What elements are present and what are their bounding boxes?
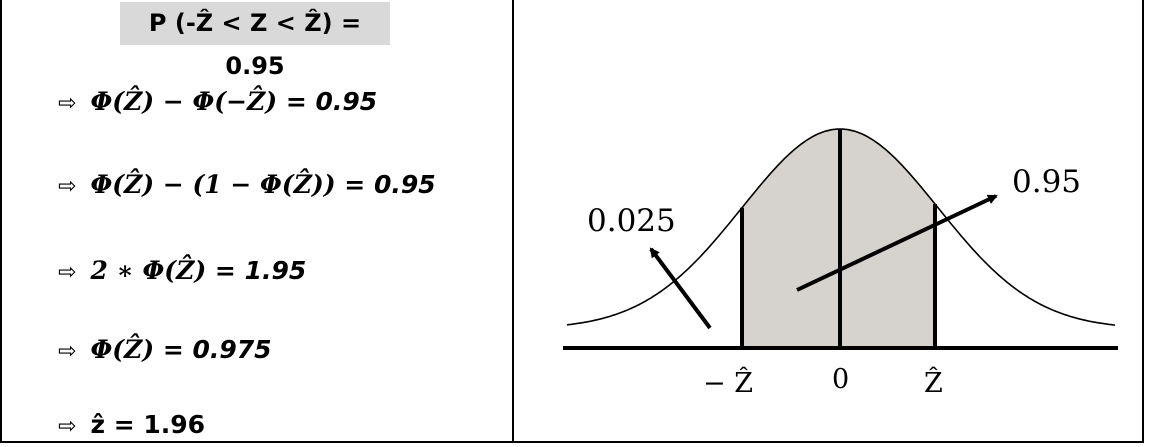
implies-arrow-icon: ⇨ xyxy=(58,91,77,116)
step-value: 0.95 xyxy=(373,170,436,199)
step-value: 0.95 xyxy=(315,87,378,116)
equals-sign: = xyxy=(335,170,374,199)
step-expression: Φ(Ẑ) − (1 − Φ(Ẑ)) xyxy=(90,170,336,199)
tail-probability-label: 0.025 xyxy=(587,203,676,239)
table-border-middle xyxy=(512,0,514,443)
step-expression: Φ(Ẑ) − Φ(−Ẑ) xyxy=(90,87,278,116)
step-value: 0.975 xyxy=(192,335,272,364)
center-probability-label: 0.95 xyxy=(1012,164,1081,200)
step-expression: ẑ xyxy=(90,410,105,439)
implies-arrow-icon: ⇨ xyxy=(58,174,77,199)
table-border-bottom xyxy=(0,441,1144,443)
probability-statement: P (-Ẑ < Z < Ẑ) = 0.95 xyxy=(120,2,390,80)
step-value: 1.95 xyxy=(244,256,307,285)
implies-arrow-icon: ⇨ xyxy=(58,260,77,285)
equals-sign: = xyxy=(105,410,144,439)
center-arrow xyxy=(796,194,998,292)
tick-label-negative: − Ẑ xyxy=(703,366,753,399)
step-value: 1.96 xyxy=(143,410,206,439)
table-border-left xyxy=(0,0,2,443)
step-3: ⇨ 2 ∗ Φ(Ẑ) = 1.95 xyxy=(58,251,306,291)
equals-sign: = xyxy=(206,256,245,285)
equals-sign: = xyxy=(154,335,193,364)
equals-sign: = xyxy=(277,87,316,116)
step-5: ⇨ ẑ = 1.96 xyxy=(58,405,205,445)
tail-arrow xyxy=(649,247,712,330)
tick-label-positive: Ẑ xyxy=(924,366,943,399)
table-border-right xyxy=(1142,0,1144,443)
implies-arrow-icon: ⇨ xyxy=(58,339,77,364)
step-expression: 2 ∗ Φ(Ẑ) xyxy=(90,256,207,285)
step-4: ⇨ Φ(Ẑ) = 0.975 xyxy=(58,330,272,370)
normal-curve-figure: 0.025 0.95 − Ẑ 0 Ẑ xyxy=(563,128,1118,399)
tick-label-zero: 0 xyxy=(832,364,849,395)
step-1: ⇨ Φ(Ẑ) − Φ(−Ẑ) = 0.95 xyxy=(58,82,377,122)
implies-arrow-icon: ⇨ xyxy=(58,414,77,439)
step-expression: Φ(Ẑ) xyxy=(90,335,155,364)
step-2: ⇨ Φ(Ẑ) − (1 − Φ(Ẑ)) = 0.95 xyxy=(58,165,436,205)
